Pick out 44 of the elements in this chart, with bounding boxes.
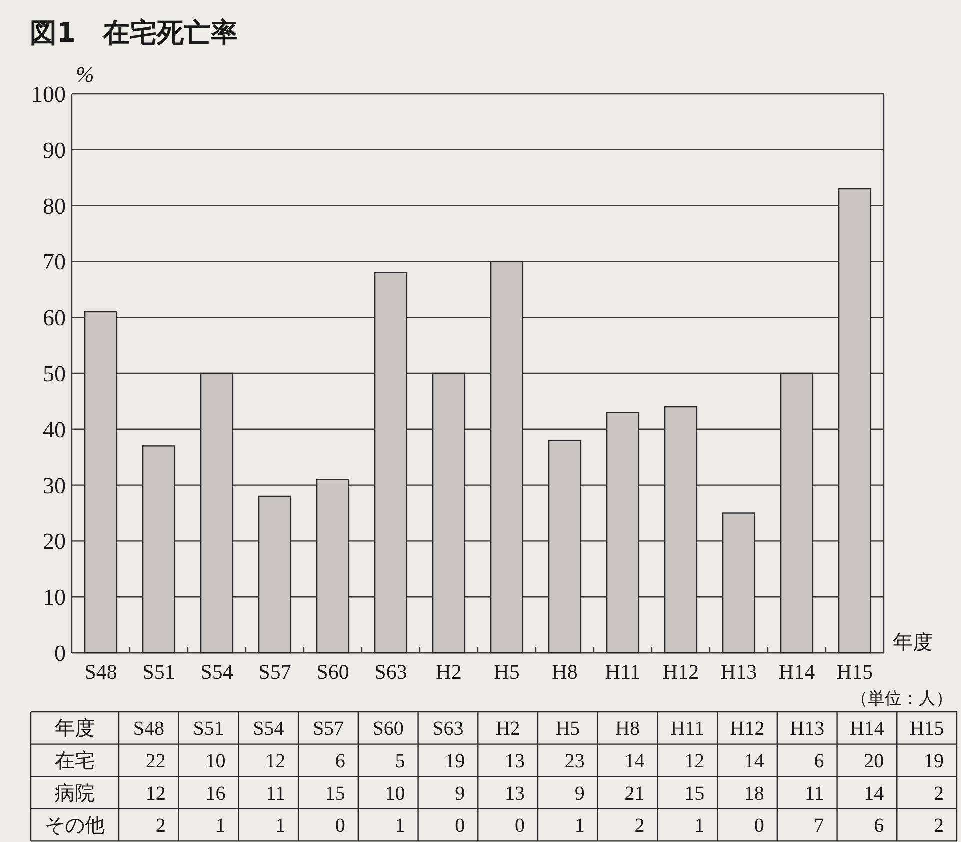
title: 図1 在宅死亡率 — [30, 18, 238, 49]
cell: 14 — [624, 750, 645, 772]
cell: 1 — [694, 815, 705, 838]
cell: 10 — [206, 750, 226, 772]
cell: 19 — [445, 750, 466, 772]
cell: 11 — [266, 782, 286, 805]
cell: 1 — [276, 815, 286, 838]
cell: 14 — [744, 750, 764, 772]
cell: 0 — [455, 815, 466, 838]
cell: 0 — [515, 815, 525, 838]
cell: 13 — [505, 782, 525, 805]
cell: 9 — [574, 782, 585, 805]
cell: 11 — [805, 782, 824, 805]
cell: 5 — [395, 750, 406, 772]
cell: 2 — [156, 815, 166, 838]
cell: 15 — [684, 782, 705, 805]
cell: 2 — [934, 815, 944, 838]
cell: 0 — [754, 815, 764, 838]
cell: 6 — [874, 815, 884, 838]
cell: 23 — [564, 750, 585, 772]
cell: 9 — [455, 782, 466, 805]
cell: 22 — [146, 750, 166, 772]
cell: 6 — [335, 750, 346, 772]
cell: 19 — [924, 750, 944, 772]
cell: 16 — [206, 782, 226, 805]
cell: 2 — [934, 782, 944, 805]
cell: 1 — [216, 815, 226, 838]
cell: 1 — [395, 815, 406, 838]
cell: 15 — [325, 782, 346, 805]
cell: 10 — [385, 782, 406, 805]
annotation: （単位：人） — [851, 689, 953, 708]
cell: 21 — [624, 782, 645, 805]
cell: 1 — [574, 815, 585, 838]
cell: 12 — [684, 750, 705, 772]
cell: 6 — [814, 750, 824, 772]
cell: 13 — [505, 750, 525, 772]
cell: 12 — [266, 750, 286, 772]
cell: 18 — [744, 782, 764, 805]
cell: 0 — [335, 815, 346, 838]
cell: 14 — [864, 782, 884, 805]
cell: 20 — [864, 750, 884, 772]
cell: 7 — [814, 815, 824, 838]
cell: 12 — [146, 782, 166, 805]
cell: 2 — [634, 815, 645, 838]
